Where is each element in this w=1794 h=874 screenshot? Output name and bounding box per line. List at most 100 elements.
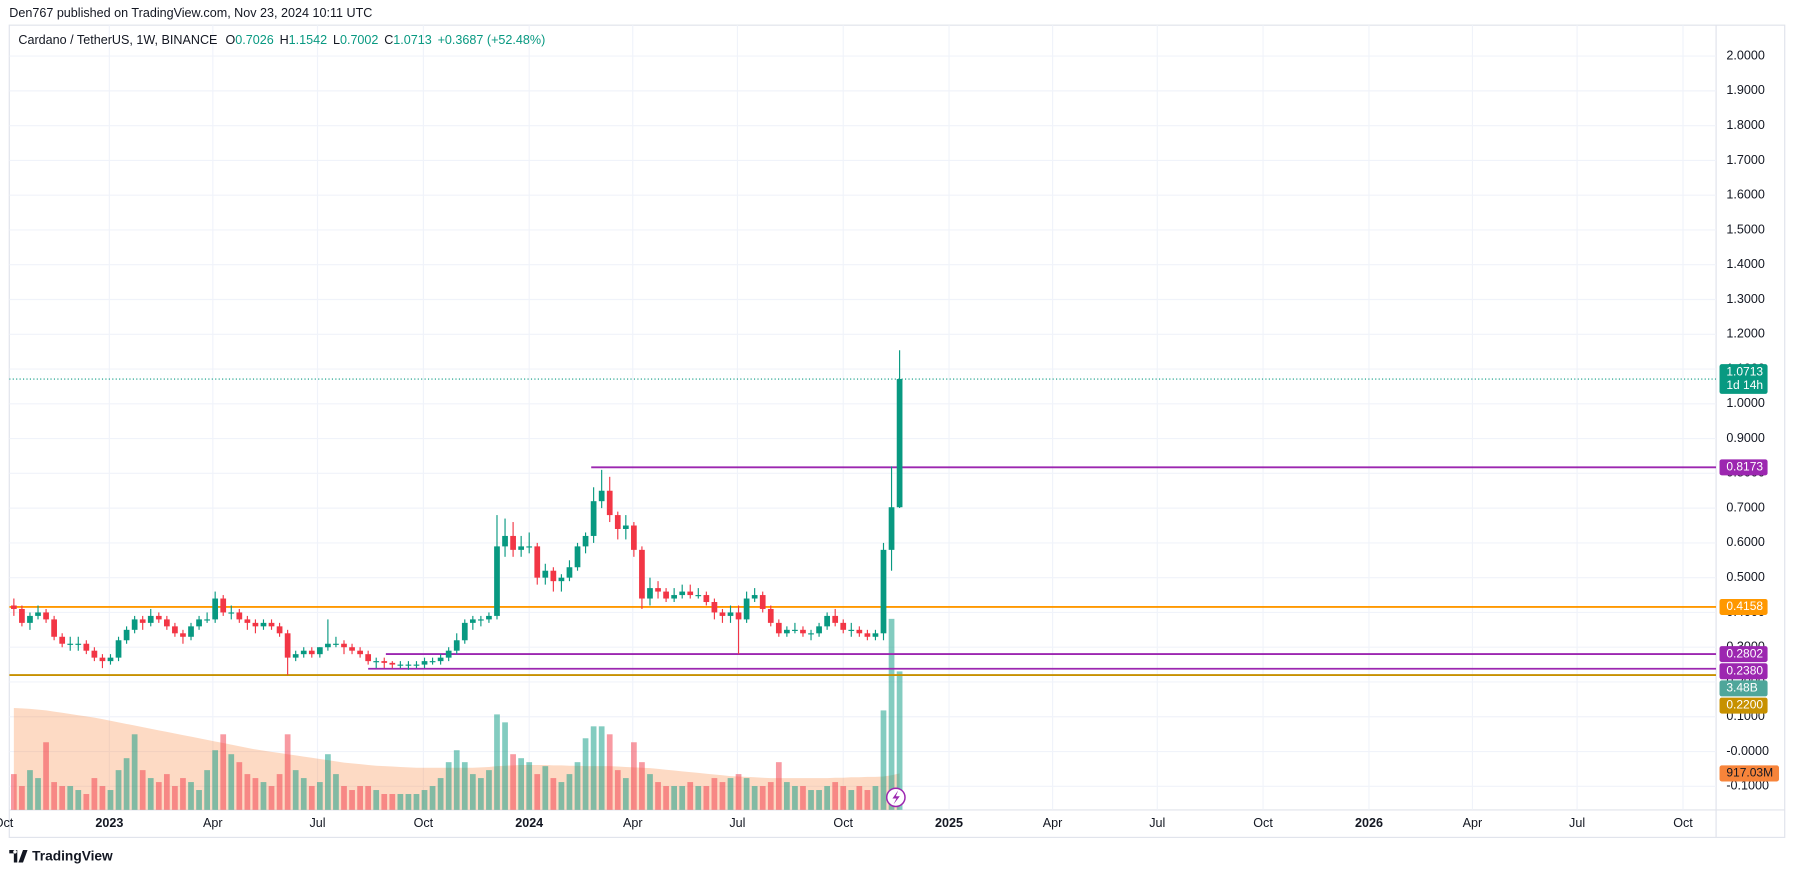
volume-bar xyxy=(180,778,186,810)
volume-bar xyxy=(147,778,154,810)
chart-frame xyxy=(8,24,1786,838)
volume-bar xyxy=(252,778,259,810)
candle-body xyxy=(212,598,219,620)
price-tag xyxy=(1719,646,1768,663)
volume-bar xyxy=(687,782,694,810)
candle-body xyxy=(679,591,686,596)
legend-value: 0.7002 xyxy=(340,34,378,48)
volume-bar xyxy=(775,762,782,810)
volume-bar xyxy=(421,790,428,810)
volume-bar xyxy=(631,742,637,810)
volume-bar xyxy=(300,778,307,810)
volume-bar xyxy=(767,782,774,810)
volume-bar xyxy=(800,786,806,810)
volume-bar xyxy=(268,786,275,810)
legend-value: 1.0713 xyxy=(393,34,431,48)
volume-bar xyxy=(204,770,210,810)
x-tick-label: Jul xyxy=(309,816,325,830)
volume-bar xyxy=(397,794,404,810)
volume-bar xyxy=(59,786,66,810)
candle-body xyxy=(228,612,235,614)
legend: Cardano / TetherUS, 1W, BINANCE O0.7026 … xyxy=(18,34,545,48)
volume-bar xyxy=(703,786,710,810)
candle-body xyxy=(775,622,782,634)
candle-body xyxy=(566,567,573,578)
volume-bar xyxy=(784,782,790,810)
volume-bar xyxy=(840,786,847,810)
candle-body xyxy=(413,664,420,666)
candle-body xyxy=(341,643,347,648)
volume-bar xyxy=(27,770,33,810)
price-tag-label: 0.2380 xyxy=(1726,663,1763,677)
candle-body xyxy=(800,629,806,634)
candle-body xyxy=(880,549,887,634)
y-tick-label: -0.0000 xyxy=(1726,744,1769,758)
candle-body xyxy=(751,595,758,599)
volume-bar xyxy=(695,786,702,810)
volume-bar xyxy=(453,750,460,810)
axes: -0.1000-0.00000.10000.20000.30000.40000.… xyxy=(0,48,1769,830)
volume-bar xyxy=(139,770,146,810)
candle-body xyxy=(357,650,363,655)
candle-body xyxy=(735,612,742,620)
candle-body xyxy=(550,570,557,582)
volume-bar xyxy=(413,794,420,810)
volume-bar xyxy=(792,786,798,810)
volume-bar xyxy=(478,778,484,810)
candle-body xyxy=(582,535,589,547)
candle-body xyxy=(292,654,299,658)
y-tick-label: 1.5000 xyxy=(1726,222,1764,236)
icon-bolt xyxy=(892,790,900,805)
symbol: Cardano / TetherUS, 1W, BINANCE xyxy=(18,34,217,48)
candle-body xyxy=(99,657,106,662)
volume-bar xyxy=(743,778,750,810)
candle-body xyxy=(43,612,49,620)
candle-body xyxy=(816,626,822,634)
candle-body xyxy=(767,608,774,623)
candle-body xyxy=(727,612,734,616)
candle-body xyxy=(19,608,25,623)
candle-body xyxy=(397,664,404,666)
price-tag xyxy=(1719,364,1768,394)
candle-body xyxy=(333,643,339,645)
x-tick-label: 2026 xyxy=(1355,816,1383,830)
candle-body xyxy=(695,595,702,597)
y-tick-label: -0.1000 xyxy=(1726,779,1769,793)
volume-bar xyxy=(872,786,879,810)
candle-body xyxy=(236,612,243,620)
y-tick-label: 2.0000 xyxy=(1726,48,1764,62)
volume-bar xyxy=(373,790,380,810)
candle-body xyxy=(284,633,291,658)
candle-body xyxy=(220,598,227,613)
volume-bar xyxy=(542,766,549,810)
legend-key: H xyxy=(280,34,289,48)
volume-bar xyxy=(381,794,388,810)
candle-body xyxy=(67,643,74,645)
candle-body xyxy=(405,664,412,666)
y-tick-label: 1.4000 xyxy=(1726,257,1764,271)
header: Den767 published on TradingView.com, Nov… xyxy=(9,6,372,20)
candle-body xyxy=(647,588,653,599)
volume-bar xyxy=(864,790,871,810)
candle-body xyxy=(502,535,508,547)
price-tag xyxy=(1719,598,1768,615)
volume-bar xyxy=(880,710,887,810)
candle-body xyxy=(268,622,275,627)
price-tag-label: 1.0713 xyxy=(1726,364,1763,378)
legend-key: O xyxy=(226,34,236,48)
price-tag-label: 0.8173 xyxy=(1726,460,1763,474)
candle-body xyxy=(671,595,677,599)
price-tag-label: 1d 14h xyxy=(1726,378,1763,392)
volume-bar xyxy=(663,786,669,810)
x-tick-label: Apr xyxy=(1043,816,1063,830)
volume-bar xyxy=(188,782,194,810)
volume-bar xyxy=(566,774,573,810)
candle-body xyxy=(276,626,283,634)
candle-body xyxy=(510,535,516,550)
y-tick-label: 1.9000 xyxy=(1726,83,1764,97)
volume-bar xyxy=(735,774,742,810)
x-tick-label: Oct xyxy=(0,816,14,830)
volume-bar xyxy=(163,774,170,810)
volume-bar xyxy=(494,714,500,810)
